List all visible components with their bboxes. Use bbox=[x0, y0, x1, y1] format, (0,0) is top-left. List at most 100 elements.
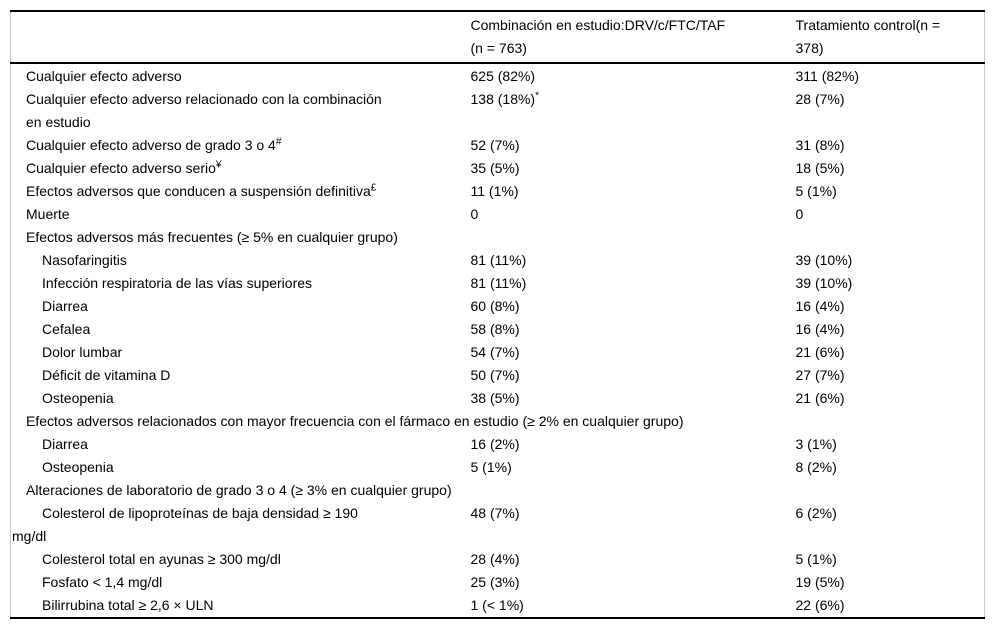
table-row: Efectos adversos que conducen a suspensi… bbox=[11, 180, 985, 203]
table-row: Dolor lumbar 54 (7%) 21 (6%) bbox=[11, 341, 985, 364]
row-label-cell: Colesterol de lipoproteínas de baja dens… bbox=[11, 502, 461, 548]
table-row: Colesterol total en ayunas ≥ 300 mg/dl 28… bbox=[11, 548, 985, 571]
control-value-cell: 16 (4%) bbox=[786, 318, 985, 341]
section-label-cell: Efectos adversos relacionados con mayor … bbox=[11, 410, 985, 433]
study-value: 0 bbox=[470, 206, 479, 222]
control-value-cell: 311 (82%) bbox=[786, 63, 985, 88]
control-value-cell: 28 (7%) bbox=[786, 88, 985, 134]
control-value-cell: 21 (6%) bbox=[786, 341, 985, 364]
control-value: 39 (10%) bbox=[795, 252, 853, 268]
row-label: Infección respiratoria de las vías super… bbox=[42, 275, 313, 291]
study-value-cell: 5 (1%) bbox=[461, 456, 786, 479]
control-value: 31 (8%) bbox=[795, 137, 845, 153]
row-label: Cualquier efecto adverso relacionado con… bbox=[26, 91, 382, 130]
study-value: 81 (11%) bbox=[470, 275, 527, 291]
study-value: 81 (11%) bbox=[470, 252, 527, 268]
study-value: 5 (1%) bbox=[470, 459, 512, 475]
section-label: Efectos adversos relacionados con mayor … bbox=[26, 413, 684, 429]
control-value-cell: 18 (5%) bbox=[786, 157, 985, 180]
control-value-cell: 8 (2%) bbox=[786, 456, 985, 479]
row-label-cell: Cualquier efecto adverso relacionado con… bbox=[11, 88, 461, 134]
study-value-cell: 11 (1%) bbox=[461, 180, 786, 203]
table-row: Colesterol de lipoproteínas de baja dens… bbox=[11, 502, 985, 548]
control-value: 5 (1%) bbox=[795, 551, 837, 567]
row-label: Colesterol total en ayunas ≥ 300 mg/dl bbox=[42, 551, 281, 567]
control-value: 21 (6%) bbox=[795, 390, 845, 406]
table-row: Cualquier efecto adverso relacionado con… bbox=[11, 88, 985, 134]
study-value-cell: 54 (7%) bbox=[461, 341, 786, 364]
row-label: Cualquier efecto adverso de grado 3 o 4# bbox=[26, 136, 282, 153]
row-label-cell: Fosfato < 1,4 mg/dl bbox=[11, 571, 461, 594]
table-row: Déficit de vitamina D 50 (7%) 27 (7%) bbox=[11, 364, 985, 387]
footnote-marker: * bbox=[535, 90, 539, 102]
row-label: Cualquier efecto adverso bbox=[26, 68, 182, 84]
control-value-cell: 21 (6%) bbox=[786, 387, 985, 410]
table-row: Osteopenia 5 (1%) 8 (2%) bbox=[11, 456, 985, 479]
row-label-cell: Colesterol total en ayunas ≥ 300 mg/dl bbox=[11, 548, 461, 571]
study-value-cell: 28 (4%) bbox=[461, 548, 786, 571]
table-header: Combinación en estudio:DRV/c/FTC/TAF (n … bbox=[10, 11, 985, 64]
study-value: 16 (2%) bbox=[470, 436, 520, 452]
study-value-cell: 16 (2%) bbox=[461, 433, 786, 456]
table-row: Diarrea 60 (8%) 16 (4%) bbox=[11, 295, 985, 318]
table-row: Nasofaringitis 81 (11%) 39 (10%) bbox=[11, 249, 985, 272]
study-value-cell: 25 (3%) bbox=[461, 571, 786, 594]
control-value: 16 (4%) bbox=[795, 298, 845, 314]
study-value-cell: 38 (5%) bbox=[461, 387, 786, 410]
table-row: Fosfato < 1,4 mg/dl 25 (3%) 19 (5%) bbox=[11, 571, 985, 594]
control-value: 311 (82%) bbox=[795, 68, 860, 84]
study-value: 28 (4%) bbox=[470, 551, 520, 567]
section-label-cell: Alteraciones de laboratorio de grado 3 o… bbox=[11, 479, 985, 502]
study-value-cell: 625 (82%) bbox=[461, 63, 786, 88]
study-value: 25 (3%) bbox=[470, 574, 520, 590]
study-value-cell: 1 (< 1%) bbox=[461, 594, 786, 618]
control-value: 16 (4%) bbox=[795, 321, 845, 337]
section-header-row: Efectos adversos relacionados con mayor … bbox=[11, 410, 985, 433]
control-value-cell: 5 (1%) bbox=[786, 180, 985, 203]
header-row: Combinación en estudio:DRV/c/FTC/TAF (n … bbox=[10, 11, 985, 64]
table-row: Cualquier efecto adverso 625 (82%) 311 (82… bbox=[11, 63, 985, 88]
row-label-cell: Cefalea bbox=[11, 318, 461, 341]
row-label: Osteopenia bbox=[42, 390, 114, 406]
row-label-cell: Diarrea bbox=[11, 295, 461, 318]
row-label-cell: Nasofaringitis bbox=[11, 249, 461, 272]
control-value: 3 (1%) bbox=[795, 436, 837, 452]
control-value-cell: 22 (6%) bbox=[786, 594, 985, 618]
row-label-cell: Bilirrubina total ≥ 2,6 × ULN bbox=[11, 594, 461, 618]
control-value-cell: 6 (2%) bbox=[786, 502, 985, 548]
study-value-cell: 60 (8%) bbox=[461, 295, 786, 318]
row-label-cell: Osteopenia bbox=[11, 387, 461, 410]
control-value-cell: 27 (7%) bbox=[786, 364, 985, 387]
study-value-cell: 0 bbox=[461, 203, 786, 226]
control-value: 0 bbox=[795, 206, 804, 222]
study-value-cell: 50 (7%) bbox=[461, 364, 786, 387]
footnote-marker: ¥ bbox=[215, 159, 222, 171]
footnote-marker: £ bbox=[370, 182, 377, 194]
control-value-cell: 5 (1%) bbox=[786, 548, 985, 571]
row-label: Nasofaringitis bbox=[42, 252, 127, 268]
section-label: Alteraciones de laboratorio de grado 3 o… bbox=[26, 482, 452, 498]
row-label-cell: Déficit de vitamina D bbox=[11, 364, 461, 387]
control-value: 8 (2%) bbox=[795, 459, 837, 475]
control-value-cell: 19 (5%) bbox=[786, 571, 985, 594]
row-label: Colesterol de lipoproteínas de baja dens… bbox=[12, 505, 358, 544]
row-label-cell: Cualquier efecto adverso serio¥ bbox=[11, 157, 461, 180]
control-value-cell: 16 (4%) bbox=[786, 295, 985, 318]
row-label: Muerte bbox=[26, 206, 70, 222]
row-label: Bilirrubina total ≥ 2,6 × ULN bbox=[42, 597, 214, 613]
control-value: 39 (10%) bbox=[795, 275, 853, 291]
control-value-cell: 0 bbox=[786, 203, 985, 226]
table-row: Bilirrubina total ≥ 2,6 × ULN 1 (< 1%) 22 … bbox=[11, 594, 985, 618]
control-value: 19 (5%) bbox=[795, 574, 845, 590]
table-row: Cefalea 58 (8%) 16 (4%) bbox=[11, 318, 985, 341]
control-value: 28 (7%) bbox=[795, 91, 845, 107]
control-value: 5 (1%) bbox=[795, 183, 837, 199]
control-value-cell: 39 (10%) bbox=[786, 249, 985, 272]
row-label-cell: Osteopenia bbox=[11, 456, 461, 479]
column-header-study: Combinación en estudio:DRV/c/FTC/TAF (n … bbox=[460, 11, 786, 64]
row-label-cell: Dolor lumbar bbox=[11, 341, 461, 364]
column-header-control: Tratamiento control(n = 378) bbox=[785, 11, 985, 64]
study-value: 138 (18%)* bbox=[470, 90, 540, 107]
row-label: Osteopenia bbox=[42, 459, 114, 475]
